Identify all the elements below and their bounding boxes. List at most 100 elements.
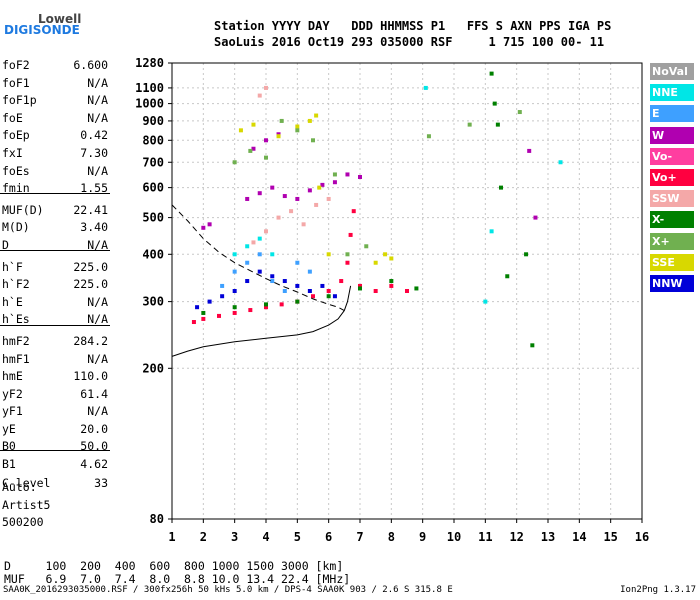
x-tick-label: 14 bbox=[572, 530, 586, 544]
y-tick-label: 800 bbox=[142, 133, 164, 147]
data-point bbox=[191, 320, 196, 325]
data-point bbox=[295, 299, 300, 304]
data-point bbox=[282, 279, 287, 284]
legend-entry: W bbox=[650, 126, 694, 144]
data-point bbox=[326, 289, 331, 293]
param-name: foF1 bbox=[2, 76, 30, 90]
data-point bbox=[505, 274, 510, 279]
auto-label: Auto: bbox=[2, 480, 37, 494]
data-point bbox=[358, 286, 362, 291]
data-point bbox=[264, 138, 268, 143]
data-point bbox=[314, 113, 319, 118]
data-point bbox=[289, 209, 294, 214]
data-point bbox=[326, 294, 331, 299]
data-point bbox=[301, 222, 306, 227]
data-point bbox=[295, 260, 300, 265]
data-point bbox=[295, 196, 300, 201]
x-tick-label: 2 bbox=[200, 530, 207, 544]
param-row: hmE 110.0 bbox=[2, 367, 108, 385]
data-point bbox=[264, 85, 268, 90]
param-value: 61.4 bbox=[80, 387, 108, 401]
param-name: hmF1 bbox=[2, 352, 30, 366]
data-point bbox=[389, 256, 394, 261]
true-height-profile bbox=[171, 204, 345, 312]
data-point bbox=[314, 202, 319, 207]
data-point bbox=[232, 160, 237, 165]
param-row: foEp 0.42 bbox=[2, 126, 108, 144]
param-value: 6.600 bbox=[73, 58, 108, 72]
data-point bbox=[257, 269, 262, 274]
x-tick-label: 16 bbox=[635, 530, 649, 544]
param-name: h`F bbox=[2, 260, 23, 274]
data-point bbox=[533, 215, 538, 220]
param-name: foF1p bbox=[2, 93, 37, 107]
data-point bbox=[320, 283, 325, 288]
param-row: hmF1 N/A bbox=[2, 350, 108, 368]
x-tick-label: 3 bbox=[231, 530, 238, 544]
data-point bbox=[495, 122, 500, 127]
data-point bbox=[232, 289, 237, 293]
param-value: 33 bbox=[94, 476, 108, 490]
version-label: 500200 bbox=[2, 515, 44, 529]
muf-scale-line: MUF 6.9 7.0 7.4 8.0 8.8 10.0 13.4 22.4 [… bbox=[4, 572, 351, 586]
param-name: foF2 bbox=[2, 58, 30, 72]
d-scale-line: D 100 200 400 600 800 1000 1500 3000 [km… bbox=[4, 559, 344, 573]
param-value: 22.41 bbox=[73, 203, 108, 217]
data-point bbox=[499, 185, 503, 190]
param-value: N/A bbox=[87, 352, 108, 366]
data-point bbox=[257, 236, 262, 241]
x-tick-label: 7 bbox=[356, 530, 363, 544]
data-point bbox=[332, 180, 337, 185]
param-name: foE bbox=[2, 111, 23, 125]
param-value: 1.55 bbox=[80, 181, 108, 195]
legend-entry: SSW bbox=[650, 190, 694, 208]
param-name: h`E bbox=[2, 295, 23, 309]
data-point bbox=[389, 283, 394, 288]
param-value: N/A bbox=[87, 238, 108, 252]
y-tick-label: 80 bbox=[150, 512, 164, 526]
param-row: MUF(D) 22.41 bbox=[2, 201, 108, 219]
param-name: C-level bbox=[2, 476, 51, 490]
data-point bbox=[426, 134, 431, 139]
param-name: B0 bbox=[2, 439, 16, 453]
param-row: foF2 6.600 bbox=[2, 56, 108, 74]
param-row: hmF2 284.2 bbox=[2, 332, 108, 350]
data-point bbox=[326, 196, 331, 201]
x-tick-label: 15 bbox=[603, 530, 617, 544]
data-point bbox=[232, 252, 237, 257]
data-point bbox=[248, 148, 253, 153]
param-name: fxI bbox=[2, 146, 23, 160]
data-point bbox=[264, 229, 268, 234]
param-value: N/A bbox=[87, 312, 108, 326]
param-value: 20.0 bbox=[80, 422, 108, 436]
param-row: B0 50.0 bbox=[2, 437, 108, 455]
data-point bbox=[264, 305, 268, 310]
data-point bbox=[405, 289, 409, 293]
param-value: N/A bbox=[87, 93, 108, 107]
plot-frame bbox=[171, 62, 643, 520]
param-row: yE 20.0 bbox=[2, 420, 108, 438]
data-point bbox=[414, 286, 419, 291]
y-tick-label: 1000 bbox=[135, 97, 164, 111]
data-point bbox=[345, 252, 350, 257]
data-point bbox=[492, 101, 497, 106]
data-point bbox=[257, 252, 262, 257]
data-point bbox=[251, 240, 256, 245]
data-point bbox=[251, 122, 256, 127]
data-point bbox=[295, 128, 300, 133]
data-point bbox=[201, 316, 206, 321]
x-tick-label: 10 bbox=[447, 530, 461, 544]
data-point bbox=[320, 182, 325, 187]
param-name: yF2 bbox=[2, 387, 23, 401]
param-name: hmF2 bbox=[2, 334, 30, 348]
data-point bbox=[307, 289, 312, 293]
param-row: foF1p N/A bbox=[2, 91, 108, 109]
data-point bbox=[232, 269, 237, 274]
param-row: M(D) 3.40 bbox=[2, 218, 108, 236]
header-line-1: Station YYYY DAY DDD HHMMSS P1 FFS S AXN… bbox=[214, 19, 612, 33]
data-point bbox=[201, 225, 206, 230]
param-row: h`F2 225.0 bbox=[2, 275, 108, 293]
data-point bbox=[530, 343, 535, 348]
logo-brand-top: Lowell bbox=[38, 12, 82, 26]
